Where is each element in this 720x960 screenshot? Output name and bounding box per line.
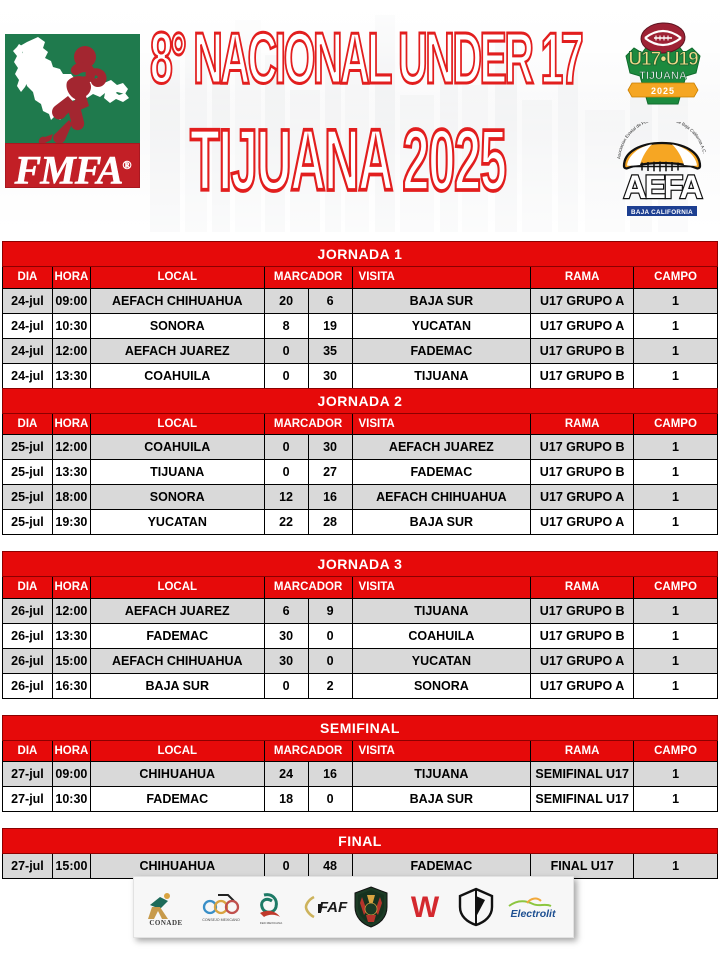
svg-text:TIJUANA: TIJUANA <box>639 70 687 82</box>
svg-text:U17•U19: U17•U19 <box>628 49 698 70</box>
svg-text:Electrolit: Electrolit <box>510 908 555 920</box>
svg-text:FAF: FAF <box>318 899 347 916</box>
svg-text:FED MEXICANA: FED MEXICANA <box>259 921 282 925</box>
svg-text:BAJA CALIFORNIA: BAJA CALIFORNIA <box>631 209 693 216</box>
svg-text:W: W <box>411 891 440 924</box>
svg-text:CONADE: CONADE <box>149 919 182 927</box>
svg-text:2025: 2025 <box>651 86 675 96</box>
svg-text:CONSEJO MEXICANO: CONSEJO MEXICANO <box>202 918 240 922</box>
svg-text:AEFA: AEFA <box>623 169 702 205</box>
